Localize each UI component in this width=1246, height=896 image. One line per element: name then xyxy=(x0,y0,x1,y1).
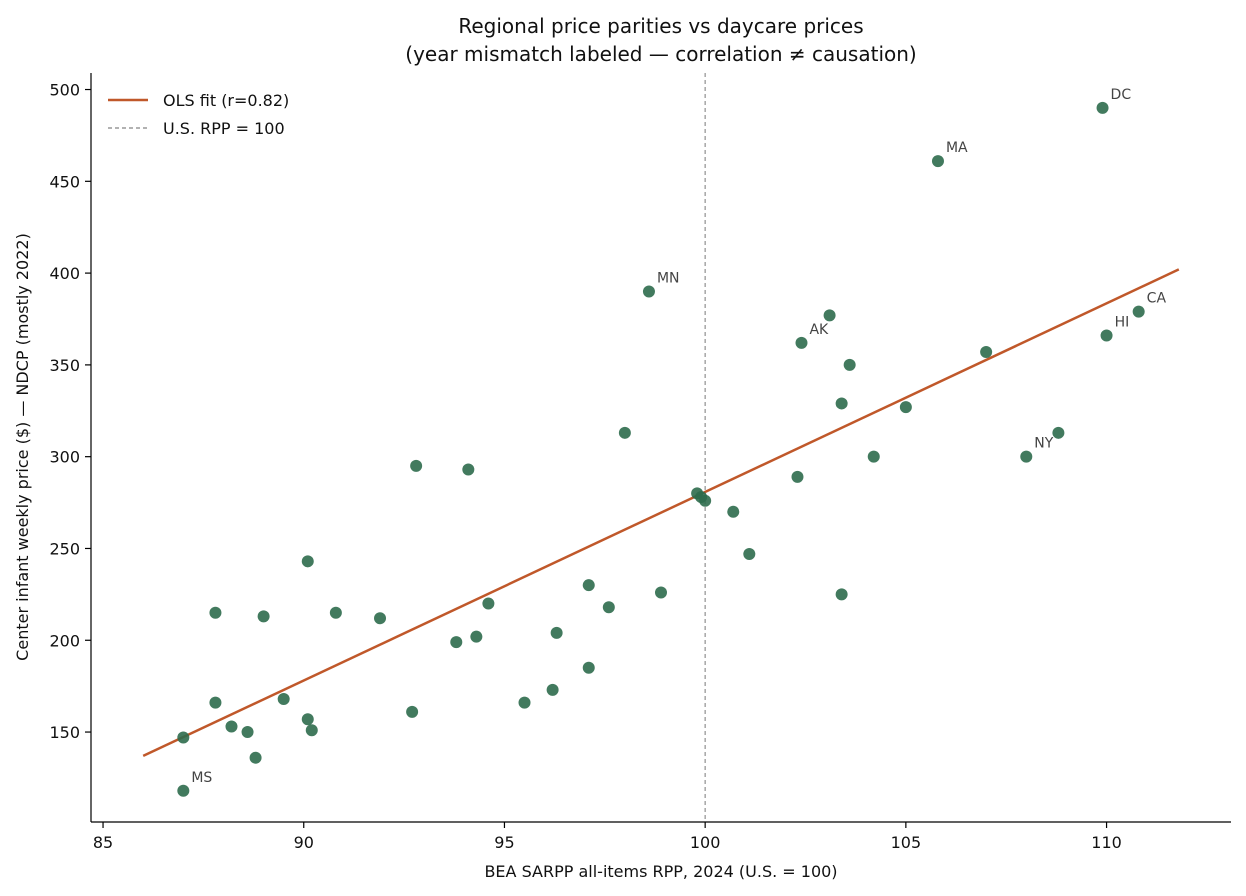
point-label: AK xyxy=(809,322,829,338)
data-point xyxy=(550,626,563,639)
y-tick-label: 150 xyxy=(49,723,80,742)
data-point xyxy=(867,450,880,463)
point-label: MA xyxy=(946,140,968,156)
data-point xyxy=(406,705,419,718)
data-point xyxy=(374,612,387,625)
data-point xyxy=(642,285,655,298)
point-label: CA xyxy=(1147,291,1167,307)
y-tick-label: 300 xyxy=(49,448,80,467)
data-point xyxy=(823,309,836,322)
x-axis-ticks: 85 90 95 100 105 110 xyxy=(93,822,1122,852)
data-point xyxy=(727,505,740,518)
data-point xyxy=(1052,426,1065,439)
data-point xyxy=(518,696,531,709)
chart-title: Regional price parities vs daycare price… xyxy=(458,14,863,38)
data-point xyxy=(835,588,848,601)
data-point xyxy=(1100,329,1113,342)
y-tick-label: 250 xyxy=(49,539,80,558)
point-label: DC xyxy=(1111,87,1132,103)
x-tick-label: 90 xyxy=(294,833,314,852)
plot-area: MS MN AK MA NY DC HI CA xyxy=(142,73,1180,822)
data-point xyxy=(277,693,290,706)
data-point xyxy=(249,751,262,764)
data-point xyxy=(699,494,712,507)
y-tick-label: 400 xyxy=(49,264,80,283)
data-point xyxy=(301,713,314,726)
data-point xyxy=(582,661,595,674)
x-tick-label: 85 xyxy=(93,833,113,852)
data-point xyxy=(470,630,483,643)
data-point xyxy=(177,784,190,797)
data-point xyxy=(177,731,190,744)
data-point xyxy=(209,696,222,709)
y-tick-label: 450 xyxy=(49,172,80,191)
data-point xyxy=(482,597,495,610)
y-tick-label: 500 xyxy=(49,81,80,100)
data-point xyxy=(546,683,559,696)
data-point xyxy=(301,555,314,568)
y-axis-ticks: 150 200 250 300 350 400 450 500 xyxy=(49,81,91,742)
data-point xyxy=(1132,305,1145,318)
data-point xyxy=(582,579,595,592)
x-tick-label: 105 xyxy=(891,833,922,852)
chart-subtitle: (year mismatch labeled — correlation ≠ c… xyxy=(405,42,916,66)
y-tick-label: 200 xyxy=(49,631,80,650)
data-point xyxy=(743,547,756,560)
legend: OLS fit (r=0.82) U.S. RPP = 100 xyxy=(108,91,289,138)
data-point xyxy=(791,470,804,483)
data-point xyxy=(257,610,270,623)
legend-reference-label: U.S. RPP = 100 xyxy=(163,119,285,138)
data-point xyxy=(980,346,993,359)
ols-fit-line xyxy=(142,268,1180,758)
data-point xyxy=(209,606,222,619)
data-point xyxy=(225,720,238,733)
data-point xyxy=(241,726,254,739)
data-point xyxy=(931,155,944,168)
x-tick-label: 110 xyxy=(1091,833,1122,852)
x-tick-label: 100 xyxy=(690,833,721,852)
data-point xyxy=(329,606,342,619)
data-point xyxy=(462,463,475,476)
data-point xyxy=(602,601,615,614)
y-tick-label: 350 xyxy=(49,356,80,375)
point-label: MS xyxy=(191,770,212,786)
x-tick-label: 95 xyxy=(494,833,514,852)
point-label: NY xyxy=(1034,436,1053,452)
y-axis-label: Center infant weekly price ($) — NDCP (m… xyxy=(13,233,32,661)
data-point xyxy=(655,586,667,599)
data-point xyxy=(618,426,631,439)
point-label: MN xyxy=(657,270,680,286)
legend-fit-label: OLS fit (r=0.82) xyxy=(163,91,289,110)
data-point xyxy=(1096,101,1109,114)
point-label: HI xyxy=(1115,315,1130,331)
data-point xyxy=(835,397,848,410)
x-axis-label: BEA SARPP all-items RPP, 2024 (U.S. = 10… xyxy=(484,862,837,881)
data-point xyxy=(843,358,856,371)
data-point xyxy=(410,459,423,472)
data-point xyxy=(1020,450,1033,463)
data-point xyxy=(450,636,463,649)
data-point xyxy=(795,336,808,349)
data-point xyxy=(305,724,318,737)
data-point xyxy=(899,401,912,414)
